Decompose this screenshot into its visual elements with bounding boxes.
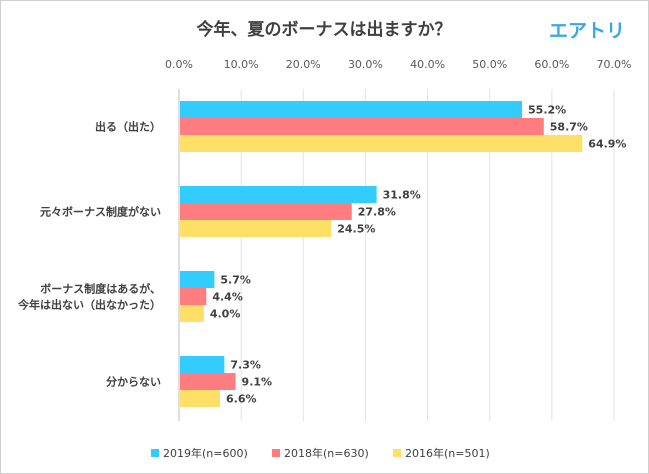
- bar: [180, 390, 221, 407]
- legend-swatch: [393, 449, 401, 457]
- bar-series: [180, 101, 583, 407]
- category-label: 出る（出た）: [95, 120, 161, 134]
- legend: 2019年(n=600) 2018年(n=630) 2016年(n=501): [151, 446, 490, 460]
- data-label: 27.8%: [358, 206, 396, 219]
- data-label: 24.5%: [337, 223, 375, 236]
- bar: [180, 118, 544, 135]
- x-tick-label: 10.0%: [224, 58, 259, 71]
- bar: [180, 203, 352, 220]
- legend-swatch: [272, 449, 280, 457]
- bar: [180, 220, 332, 237]
- chart-title: 今年、夏のボーナスは出ますか？: [197, 19, 452, 40]
- data-label: 4.4%: [212, 291, 243, 304]
- category-label: 今年は出ない（出なかった）: [17, 298, 161, 312]
- x-tick-label: 20.0%: [286, 58, 321, 71]
- x-tick-label: 30.0%: [348, 58, 383, 71]
- category-label: 元々ボーナス制度がない: [40, 205, 161, 219]
- data-label: 64.9%: [588, 138, 626, 151]
- data-label: 55.2%: [528, 104, 566, 117]
- data-label: 4.0%: [210, 308, 241, 321]
- data-label: 9.1%: [242, 376, 273, 389]
- bar: [180, 288, 207, 305]
- x-tick-label: 70.0%: [597, 58, 632, 71]
- x-axis-ticks: 0.0% 10.0% 20.0% 30.0% 40.0% 50.0% 60.0% 70.0%: [165, 58, 631, 71]
- category-label: 分からない: [106, 375, 161, 389]
- legend-label: 2018年(n=630): [284, 446, 369, 460]
- bar: [180, 186, 377, 203]
- data-label: 6.6%: [226, 393, 257, 406]
- category-label: ボーナス制度はあるが、: [40, 282, 161, 296]
- bar: [180, 271, 215, 288]
- category-labels: 出る（出た） 元々ボーナス制度がないボーナス制度はあるが、今年は出ない（出なかった…: [17, 120, 161, 389]
- data-label: 58.7%: [550, 121, 588, 134]
- bar: [180, 135, 583, 152]
- bar: [180, 356, 225, 373]
- value-labels: 55.2% 31.8% 5.7% 7.3% 58.7% 27.8% 4.4% 9.1% 64.9…: [210, 104, 627, 406]
- bar: [180, 101, 523, 118]
- data-label: 31.8%: [383, 189, 421, 202]
- data-label: 5.7%: [220, 274, 251, 287]
- x-tick-label: 60.0%: [534, 58, 569, 71]
- legend-swatch: [151, 449, 159, 457]
- legend-label: 2019年(n=600): [163, 446, 248, 460]
- bar: [180, 305, 204, 322]
- x-tick-label: 50.0%: [472, 58, 507, 71]
- brand-logo: エアトリ: [549, 20, 625, 42]
- x-tick-label: 0.0%: [165, 58, 193, 71]
- data-label: 7.3%: [230, 359, 261, 372]
- legend-label: 2016年(n=501): [405, 446, 490, 460]
- x-tick-label: 40.0%: [410, 58, 445, 71]
- bar: [180, 373, 236, 390]
